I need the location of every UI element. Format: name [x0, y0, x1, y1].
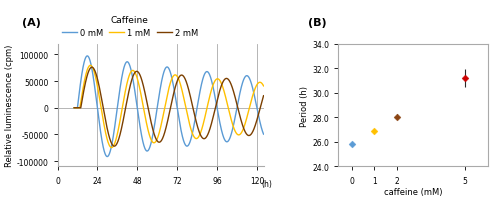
0 mM: [174, 103, 180, 105]
0 mM: [260, 133, 266, 136]
2 mM: [253, 122, 259, 125]
0 mM: [196, 100, 202, 102]
1 mM: [255, 83, 261, 85]
1 mM: [88, 65, 94, 67]
Text: (B): (B): [308, 18, 327, 27]
Line: 1 mM: 1 mM: [74, 66, 264, 148]
0 mM: [111, 132, 117, 135]
Line: 0 mM: 0 mM: [74, 57, 264, 157]
0 mM: [253, 102, 259, 105]
Line: 2 mM: 2 mM: [74, 68, 264, 146]
1 mM: [108, 147, 114, 149]
2 mM: [260, 95, 266, 98]
1 mM: [174, 75, 180, 77]
2 mM: [112, 145, 117, 148]
2 mM: [71, 107, 77, 109]
0 mM: [104, 156, 110, 158]
2 mM: [224, 78, 230, 81]
X-axis label: caffeine (mM): caffeine (mM): [384, 187, 442, 196]
2 mM: [110, 145, 116, 147]
1 mM: [253, 86, 259, 88]
1 mM: [71, 107, 77, 109]
2 mM: [89, 67, 95, 69]
0 mM: [224, 141, 230, 143]
Text: (h): (h): [261, 179, 272, 188]
Legend: 0 mM, 1 mM, 2 mM: 0 mM, 1 mM, 2 mM: [62, 16, 198, 38]
2 mM: [174, 82, 180, 85]
Y-axis label: Period (h): Period (h): [300, 85, 310, 126]
0 mM: [71, 107, 77, 109]
1 mM: [111, 145, 117, 147]
Text: (A): (A): [22, 18, 42, 27]
2 mM: [196, 128, 202, 131]
0 mM: [84, 55, 90, 58]
1 mM: [224, 105, 230, 107]
Y-axis label: Relative luminescence (cpm): Relative luminescence (cpm): [5, 45, 14, 166]
1 mM: [260, 85, 266, 88]
0 mM: [255, 113, 261, 115]
2 mM: [255, 115, 261, 118]
1 mM: [196, 136, 202, 139]
